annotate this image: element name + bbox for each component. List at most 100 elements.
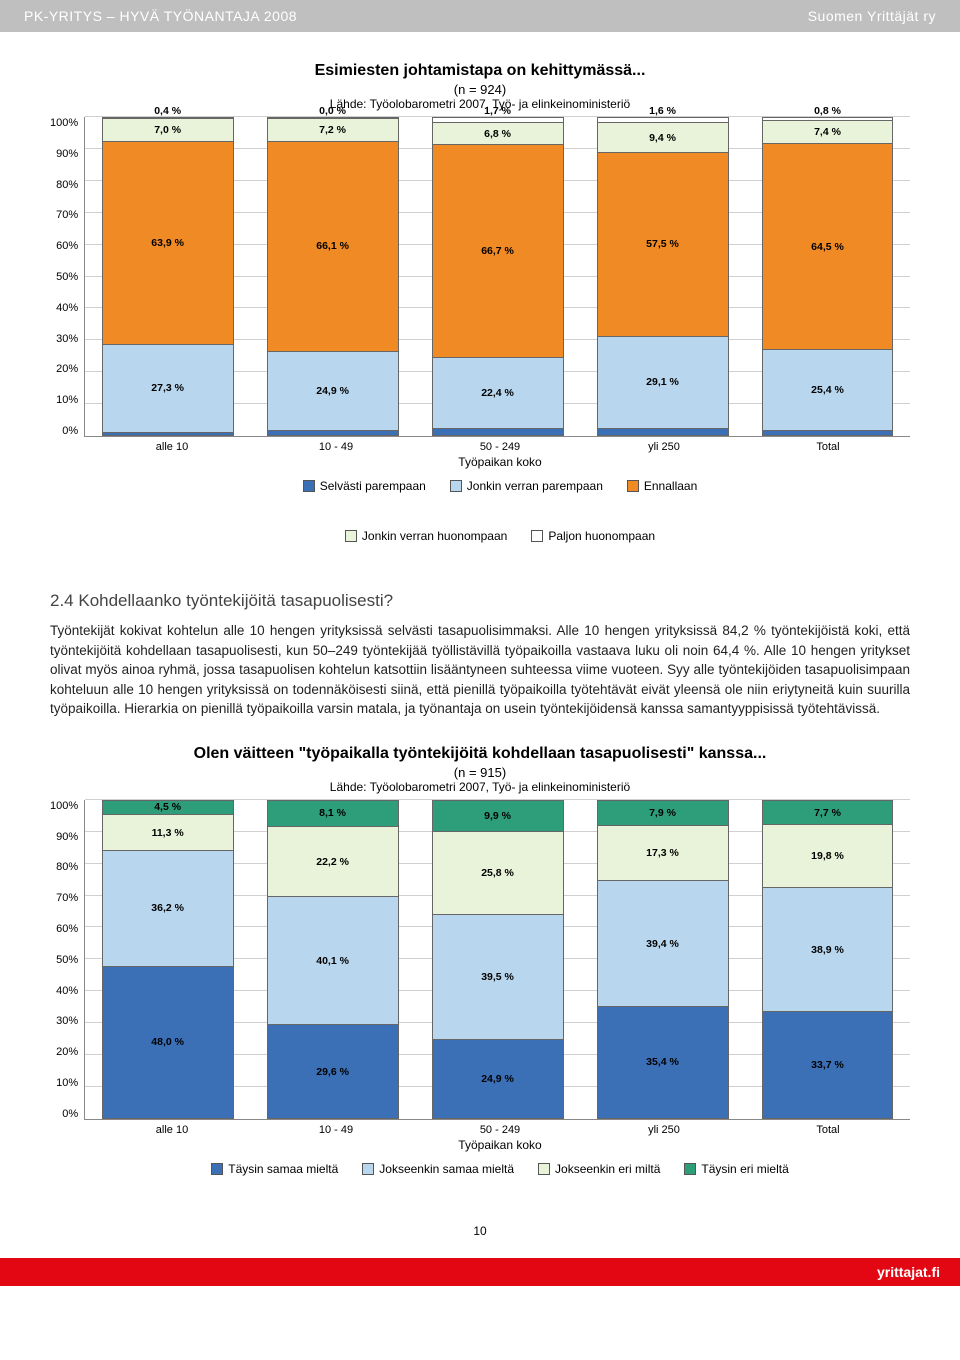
legend-label: Täysin eri mieltä <box>701 1162 788 1176</box>
chart1-y-axis: 100%90%80%70%60%50%40%30%20%10%0% <box>50 117 84 437</box>
bar-segment <box>432 428 564 436</box>
y-tick: 40% <box>56 985 78 997</box>
legend-item: Jonkin verran parempaan <box>450 479 603 493</box>
legend-label: Jokseenkin samaa mieltä <box>379 1162 514 1176</box>
x-tick-label: yli 250 <box>598 441 729 453</box>
bar-column: 0,4 %7,0 %63,9 %27,3 % <box>102 117 234 436</box>
section-heading: 2.4 Kohdellaanko työntekijöitä tasapuoli… <box>50 591 910 611</box>
legend-label: Paljon huonompaan <box>548 529 655 543</box>
x-tick-label: 10 - 49 <box>270 1124 401 1136</box>
y-tick: 100% <box>50 800 78 812</box>
bar-segment-label: 8,1 % <box>319 807 346 819</box>
bar-segment: 7,2 % <box>267 118 399 141</box>
bar-segment-label: 33,7 % <box>811 1059 844 1071</box>
legend-label: Täysin samaa mieltä <box>228 1162 338 1176</box>
bar-segment: 38,9 % <box>762 887 894 1011</box>
y-tick: 20% <box>56 363 78 375</box>
bar-segment-label: 48,0 % <box>151 1036 184 1048</box>
bar-segment: 64,5 % <box>762 143 894 349</box>
legend-label: Ennallaan <box>644 479 697 493</box>
bar-segment-label: 9,4 % <box>649 132 676 144</box>
bar-segment-label: 19,8 % <box>811 850 844 862</box>
bar-segment-label: 1,7 % <box>484 105 511 118</box>
legend-swatch <box>627 480 639 492</box>
x-tick-label: 50 - 249 <box>434 1124 565 1136</box>
legend-label: Jonkin verran parempaan <box>467 479 603 493</box>
y-tick: 0% <box>62 1108 78 1120</box>
y-tick: 20% <box>56 1046 78 1058</box>
bar-column: 0,0 %7,2 %66,1 %24,9 % <box>267 117 399 436</box>
legend-swatch <box>450 480 462 492</box>
y-tick: 70% <box>56 892 78 904</box>
chart1-x-labels: alle 1010 - 4950 - 249yli 250Total <box>90 441 910 453</box>
bar-segment-label: 29,6 % <box>316 1066 349 1078</box>
y-tick: 50% <box>56 954 78 966</box>
bar-segment-label: 7,4 % <box>814 126 841 138</box>
bar-segment: 39,5 % <box>432 914 564 1040</box>
legend-swatch <box>538 1163 550 1175</box>
bar-segment: 6,8 % <box>432 122 564 144</box>
bar-column: 4,5 % 11,3 % 36,2 % 48,0 % <box>102 800 234 1119</box>
bar-segment-label: 39,4 % <box>646 938 679 950</box>
legend-swatch <box>362 1163 374 1175</box>
bar-segment: 7,9 % <box>597 800 729 825</box>
y-tick: 10% <box>56 1077 78 1089</box>
bar-segment: 25,4 % <box>762 349 894 430</box>
bar-column: 0,8 %7,4 %64,5 %25,4 % <box>762 117 894 436</box>
bar-segment-label: 25,8 % <box>481 867 514 879</box>
chart2-source: Lähde: Työolobarometri 2007, Työ- ja eli… <box>50 780 910 794</box>
bar-segment-label: 63,9 % <box>151 237 184 249</box>
section-body: Työntekijät kokivat kohtelun alle 10 hen… <box>50 621 910 719</box>
bar-segment-label: 66,1 % <box>316 240 349 252</box>
bar-segment-label: 24,9 % <box>481 1073 514 1085</box>
y-tick: 80% <box>56 861 78 873</box>
chart2-y-axis: 100%90%80%70%60%50%40%30%20%10%0% <box>50 800 84 1120</box>
x-tick-label: yli 250 <box>598 1124 729 1136</box>
legend-item: Täysin eri mieltä <box>684 1162 788 1176</box>
header-right: Suomen Yrittäjät ry <box>808 8 936 24</box>
page-number: 10 <box>50 1224 910 1238</box>
bar-segment: 17,3 % <box>597 825 729 880</box>
bar-segment-label: 36,2 % <box>151 902 184 914</box>
bar-column: 1,6 %9,4 %57,5 %29,1 % <box>597 117 729 436</box>
bar-segment-label: 4,5 % <box>154 801 181 813</box>
bar-segment-label: 17,3 % <box>646 847 679 859</box>
bar-segment-label: 0,8 % <box>814 105 841 118</box>
bar-segment-label: 0,0 % <box>319 105 346 118</box>
bar-segment: 25,8 % <box>432 831 564 913</box>
bar-segment-label: 0,4 % <box>154 105 181 118</box>
bar-segment-label: 22,4 % <box>481 387 514 399</box>
chart2-title: Olen väitteen "työpaikalla työntekijöitä… <box>50 745 910 763</box>
y-tick: 0% <box>62 425 78 437</box>
bar-segment: 9,9 % <box>432 800 564 832</box>
bar-segment: 7,7 % <box>762 800 894 825</box>
legend-item: Täysin samaa mieltä <box>211 1162 338 1176</box>
bar-segment <box>597 428 729 436</box>
bar-segment: 24,9 % <box>267 351 399 430</box>
bar-segment-label: 35,4 % <box>646 1056 679 1068</box>
legend-item: Paljon huonompaan <box>531 529 655 543</box>
y-tick: 10% <box>56 394 78 406</box>
bar-segment <box>762 430 894 436</box>
chart1-x-axis-title: Työpaikan koko <box>90 455 910 469</box>
bar-segment-label: 7,2 % <box>319 124 346 136</box>
bar-segment: 33,7 % <box>762 1011 894 1118</box>
x-tick-label: alle 10 <box>106 441 237 453</box>
bar-segment-label: 25,4 % <box>811 384 844 396</box>
chart2-legend: Täysin samaa mieltä Jokseenkin samaa miel… <box>90 1162 910 1194</box>
bar-segment: 22,2 % <box>267 826 399 897</box>
legend-item: Ennallaan <box>627 479 697 493</box>
bar-column: 1,7 %6,8 %66,7 %22,4 % <box>432 117 564 436</box>
chart1-subtitle: (n = 924) <box>50 82 910 97</box>
chart2-plot: 4,5 %11,3 %36,2 %48,0 %8,1 %22,2 %40,1 %… <box>84 800 910 1120</box>
footer-bar: yrittajat.fi <box>0 1258 960 1286</box>
bar-segment-label: 6,8 % <box>484 128 511 140</box>
bar-segment-label: 11,3 % <box>152 827 184 839</box>
bar-segment-label: 38,9 % <box>811 944 844 956</box>
header-left: PK-YRITYS – HYVÄ TYÖNANTAJA 2008 <box>24 8 297 24</box>
y-tick: 30% <box>56 1015 78 1027</box>
bar-segment-label: 66,7 % <box>481 245 514 257</box>
legend-label: Jokseenkin eri miltä <box>555 1162 660 1176</box>
bar-segment: 36,2 % <box>102 850 234 965</box>
bar-segment: 4,5 % <box>102 800 234 814</box>
